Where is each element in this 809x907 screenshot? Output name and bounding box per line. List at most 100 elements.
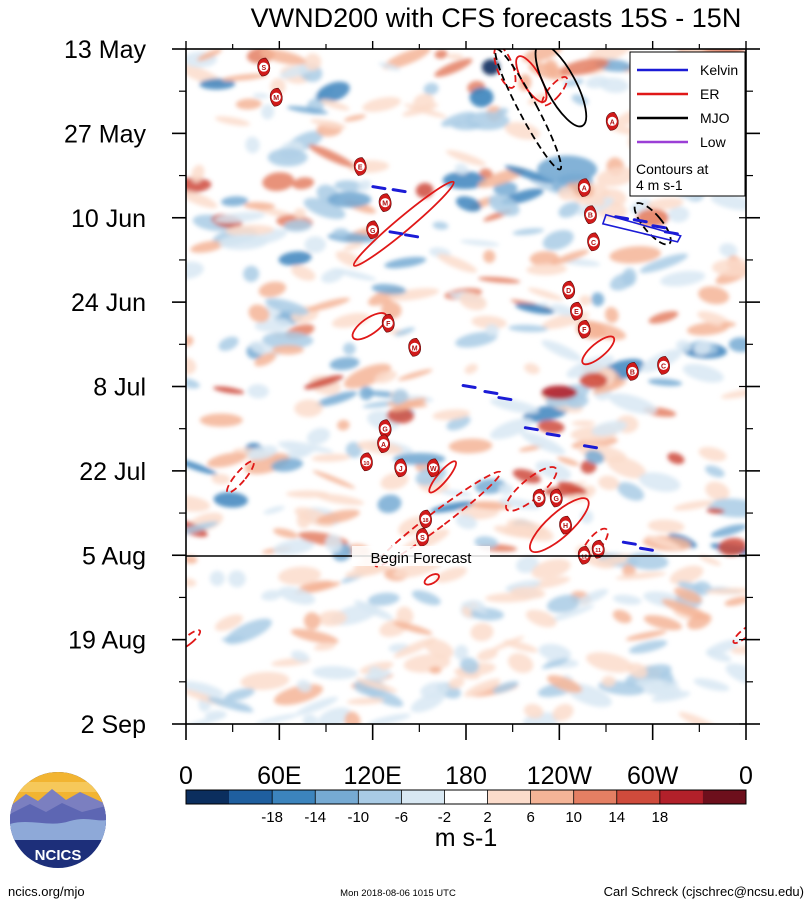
anomaly-patch [635, 678, 682, 697]
footer-website[interactable]: ncics.org/mjo [8, 884, 85, 899]
anomaly-patch [522, 49, 563, 63]
storm-marker: B [626, 362, 639, 381]
anomaly-patch [527, 93, 549, 106]
storm-label: C [591, 240, 596, 247]
anomaly-patch [186, 177, 212, 194]
anomaly-patch [357, 179, 372, 191]
kelvin-contour [582, 444, 598, 450]
anomaly-patch [264, 298, 309, 316]
anomaly-patch [317, 707, 352, 724]
anomaly-patch [445, 150, 487, 166]
anomaly-patch [645, 535, 681, 550]
anomaly-patch [313, 642, 336, 651]
anomaly-patch [718, 537, 746, 556]
anomaly-patch [343, 114, 366, 122]
anomaly-patch [207, 452, 247, 468]
anomaly-patch [218, 336, 239, 351]
anomaly-patch [455, 514, 478, 530]
anomaly-patch [541, 658, 569, 669]
storm-eye [368, 225, 378, 235]
storm-marker: G [378, 419, 392, 438]
anomaly-patch [674, 587, 702, 604]
storm-marker: A [577, 178, 591, 197]
kelvin-contour [651, 224, 667, 230]
anomaly-patch [512, 228, 545, 236]
anomaly-patch [374, 370, 398, 384]
anomaly-patch [668, 206, 690, 223]
anomaly-patch [186, 681, 225, 697]
anomaly-patch [710, 524, 746, 538]
anomaly-patch [585, 450, 605, 465]
anomaly-patch [306, 427, 331, 445]
storm-marker: B [584, 205, 597, 225]
x-tick-label: 180 [445, 762, 487, 790]
anomaly-patch [549, 304, 575, 317]
anomaly-patch [303, 197, 346, 220]
anomaly-patch [209, 570, 225, 587]
anomaly-patch [312, 666, 358, 680]
colorbar-tick-label: -6 [395, 809, 408, 826]
anomaly-patch [304, 236, 326, 253]
anomaly-patch [579, 295, 592, 306]
anomaly-patch [423, 82, 439, 95]
storm-marker: D [562, 280, 575, 300]
colorbar-swatch [444, 790, 488, 804]
anomaly-patch [437, 253, 478, 273]
anomaly-patch [382, 49, 431, 70]
anomaly-patch [699, 555, 721, 566]
er-contour [226, 460, 255, 494]
kelvin-contour [371, 185, 387, 191]
y-tick-label: 10 Jun [71, 205, 146, 233]
colorbar-tick-label: -14 [304, 809, 326, 826]
anomaly-patch [335, 250, 363, 267]
anomaly-patch [559, 58, 609, 76]
anomaly-patch [490, 636, 525, 652]
anomaly-patch [240, 671, 290, 690]
anomaly-core [541, 385, 578, 400]
storm-marker: S [416, 527, 429, 547]
storm-label: W [430, 466, 437, 473]
anomaly-patch [343, 363, 392, 389]
anomaly-patch [391, 389, 409, 406]
anomaly-patch [599, 77, 629, 93]
anomaly-patch [483, 249, 496, 264]
storm-eye [585, 210, 596, 220]
anomaly-patch [283, 219, 312, 232]
storm-eye [383, 318, 393, 328]
anomaly-patch [651, 690, 691, 703]
anomaly-patch [510, 587, 546, 599]
anomaly-patch [624, 664, 672, 687]
x-tick-label: 120E [343, 762, 401, 790]
legend-low-label: Low [700, 134, 727, 150]
anomaly-patch [498, 483, 514, 496]
anomaly-patch [235, 98, 262, 110]
anomaly-patch [211, 473, 231, 485]
anomaly-patch [221, 73, 269, 82]
anomaly-patch [566, 355, 614, 378]
anomaly-patch [186, 578, 197, 587]
anomaly-patch [254, 352, 277, 367]
storm-eye [627, 366, 638, 377]
anomaly-patch [604, 306, 619, 323]
anomaly-patch [507, 653, 534, 674]
anomaly-patch [720, 321, 736, 328]
anomaly-patch [625, 630, 667, 641]
anomaly-patch [394, 327, 415, 337]
kelvin-contour [391, 188, 407, 194]
storm-marker: A [377, 434, 390, 454]
y-tick-label: 22 Jul [79, 458, 146, 486]
storm-marker: W [427, 458, 440, 478]
wave-contours [186, 49, 746, 651]
anomaly-patch [213, 211, 266, 224]
anomaly-patch [263, 506, 285, 515]
anomaly-patch [293, 208, 306, 219]
anomaly-patch [489, 398, 539, 414]
anomaly-patch [470, 623, 494, 642]
anomaly-patch [247, 384, 269, 399]
anomaly-patch [430, 501, 475, 513]
x-tick-label: 60W [627, 762, 679, 790]
anomaly-patch [524, 363, 540, 375]
anomaly-patch [488, 194, 520, 217]
anomaly-core [579, 372, 608, 389]
colorbar-swatch [186, 790, 230, 804]
